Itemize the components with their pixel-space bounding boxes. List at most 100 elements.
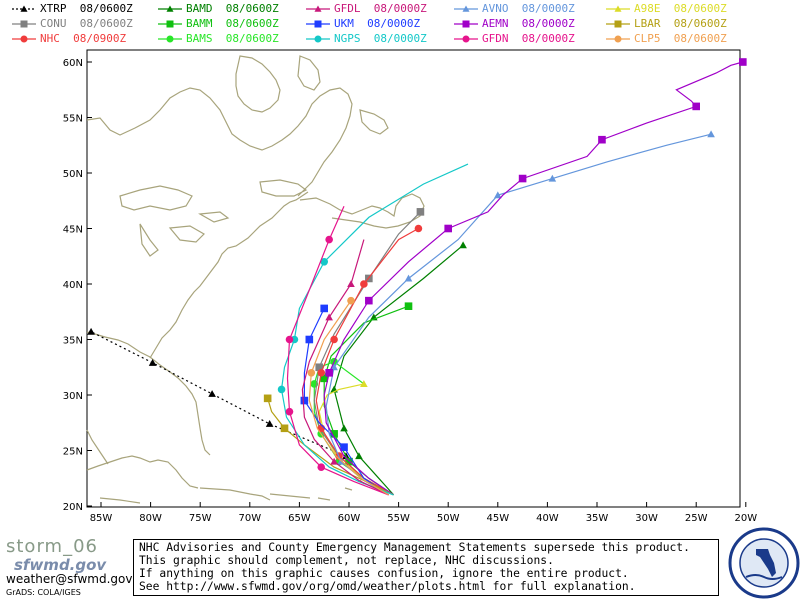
disclaimer-line: See http://www.sfwmd.gov/org/omd/weather…: [139, 580, 636, 593]
lon-tick-label: 75W: [189, 513, 212, 524]
track-point: [325, 369, 333, 377]
brand-grads: GrADS: COLA/IGES: [6, 588, 81, 597]
track-line: [303, 308, 390, 496]
track-point: [208, 390, 216, 397]
track-line: [286, 206, 389, 496]
track-point: [414, 224, 423, 233]
lat-tick-label: 50N: [63, 169, 83, 180]
lat-tick-label: 35N: [63, 336, 83, 347]
track-conu: [313, 208, 425, 496]
track-point: [325, 235, 333, 244]
legend-label: CONU 08/0600Z: [40, 17, 133, 30]
legend-marker: [462, 35, 470, 43]
track-point: [365, 296, 373, 305]
track-point: [317, 463, 326, 471]
track-point: [360, 280, 368, 288]
track-point: [347, 280, 355, 288]
track-clp5: [307, 296, 390, 496]
track-point: [263, 394, 272, 403]
lat-tick-label: 45N: [63, 225, 83, 236]
legend-marker: [314, 20, 322, 28]
caribbean-islands: [99, 479, 365, 504]
track-point: [280, 424, 289, 433]
track-point: [300, 396, 309, 405]
disclaimer-line: If anything on this graphic causes confu…: [139, 567, 629, 580]
track-point: [345, 457, 353, 466]
track-point: [494, 191, 502, 199]
legend-label: LBAR 08/0600Z: [634, 17, 727, 30]
track-point: [444, 224, 452, 233]
legend-marker: [614, 5, 622, 12]
track-point: [347, 296, 355, 305]
lat-tick-label: 25N: [63, 447, 83, 458]
legend-marker: [166, 5, 174, 12]
track-point: [548, 174, 557, 182]
sfwmd-seal-logo: [728, 527, 800, 599]
lon-tick-label: 40W: [536, 513, 559, 524]
track-ukm: [300, 304, 390, 496]
track-line: [90, 331, 347, 457]
track-bamm: [320, 302, 413, 496]
track-point: [692, 102, 700, 111]
legend-marker: [166, 20, 174, 28]
track-point: [285, 407, 294, 416]
brand-title: storm_06: [6, 536, 98, 557]
brand-site[interactable]: sfwmd.gov: [14, 556, 107, 574]
brand-block: storm_06 sfwmd.gov weather@sfwmd.gov GrA…: [4, 536, 133, 600]
track-point: [340, 424, 348, 432]
track-line: [315, 227, 419, 496]
lon-tick-label: 30W: [635, 513, 658, 524]
legend-label: BAMM 08/0600Z: [186, 17, 279, 30]
track-nhc: [315, 224, 423, 496]
track-aemn: [323, 58, 747, 496]
track-point: [307, 369, 316, 377]
lon-tick-label: 25W: [685, 513, 708, 524]
legend-marker: [314, 5, 322, 12]
disclaimer-line: NHC Advisories and County Emergency Mana…: [139, 541, 690, 554]
lon-tick-label: 45W: [486, 513, 509, 524]
legend-label: GFDL 08/0000Z: [334, 2, 427, 15]
track-point: [739, 58, 747, 66]
track-line: [313, 211, 421, 496]
lat-tick-label: 40N: [63, 280, 83, 291]
great-lakes-outline: [119, 185, 230, 257]
legend-marker: [614, 20, 622, 28]
legend-label: BAMS 08/0600Z: [186, 32, 279, 45]
track-point: [320, 258, 329, 266]
track-point: [459, 241, 467, 249]
brand-email[interactable]: weather@sfwmd.gov: [6, 572, 133, 586]
lon-tick-label: 85W: [90, 513, 113, 524]
land-outlines: [86, 55, 425, 504]
track-point: [320, 374, 328, 383]
legend-label: A98E 08/0600Z: [634, 2, 727, 15]
legend-marker: [314, 35, 322, 43]
track-line: [301, 239, 389, 496]
lon-tick-label: 55W: [387, 513, 410, 524]
track-point: [285, 335, 294, 344]
track-point: [87, 327, 95, 335]
track-point: [416, 208, 425, 216]
track-line: [308, 300, 390, 496]
track-gfdn: [285, 206, 389, 496]
track-line: [325, 133, 712, 496]
track-point: [598, 135, 606, 144]
legend-label: BAMD 08/0600Z: [186, 2, 279, 15]
track-point: [330, 335, 338, 344]
track-avno: [325, 130, 715, 496]
lat-tick-label: 30N: [63, 391, 83, 402]
track-point: [315, 363, 324, 372]
track-point: [707, 130, 715, 138]
lat-tick-label: 55N: [63, 114, 83, 125]
track-line: [333, 244, 464, 496]
track-point: [404, 274, 413, 282]
lon-tick-label: 60W: [338, 513, 361, 524]
legend-label: UKM 08/0000Z: [334, 17, 421, 30]
canada-coastline: [86, 55, 425, 229]
track-point: [148, 359, 157, 366]
track-point: [518, 174, 527, 183]
map-frame: [86, 49, 741, 508]
track-point: [277, 385, 286, 394]
lat-tick-label: 20N: [63, 502, 83, 513]
axis-ticks: 20N 25N 30N 35N 40N 45N 50N 55N 60N 85W 80W 75W 70W 6…: [63, 58, 757, 524]
hurricane-track-map: 20N 25N 30N 35N 40N 45N 50N 55N 60N 85W 80W 75W 70W 6…: [63, 49, 757, 524]
